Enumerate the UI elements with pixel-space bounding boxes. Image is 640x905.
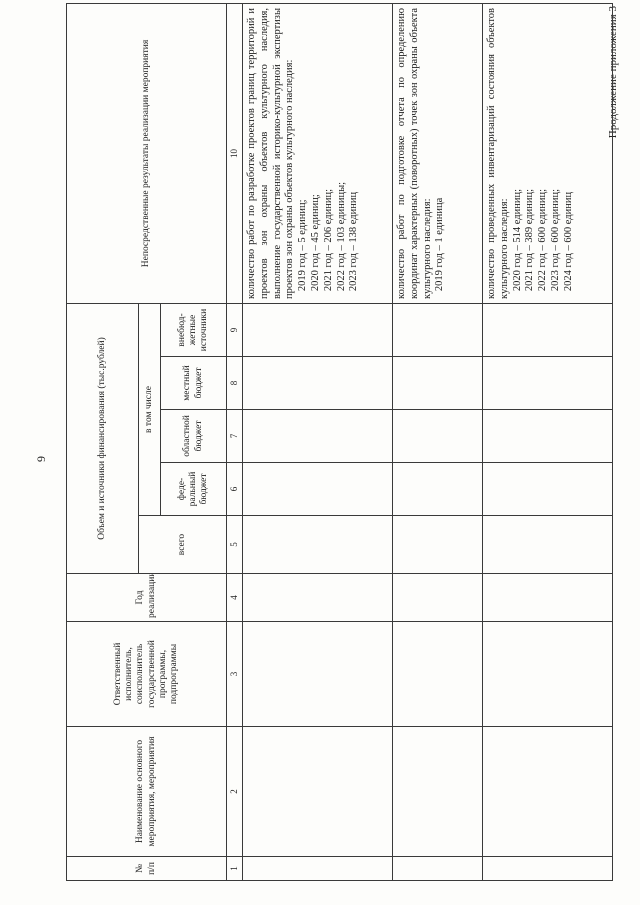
column-number: 7 — [226, 409, 243, 463]
rotated-table-container: № п/п Наименование основного мероприятия… — [66, 3, 613, 881]
page-number: 9 — [34, 456, 48, 462]
column-numbers-row: 1 2 3 4 5 6 7 8 9 10 — [226, 3, 243, 881]
table-header-row-1: № п/п Наименование основного мероприятия… — [66, 3, 227, 881]
cell-local — [242, 356, 393, 410]
col-header-local: местный бюджет — [160, 356, 227, 410]
cell-name — [242, 726, 393, 857]
cell-federal — [242, 462, 393, 516]
cell-executor — [482, 621, 613, 727]
col-header-extrabudget: внебюд- жетные источники — [160, 303, 227, 357]
column-number: 6 — [226, 462, 243, 516]
cell-name — [392, 726, 483, 857]
cell-year — [482, 573, 613, 622]
column-number: 4 — [226, 573, 243, 622]
cell-results: количество работ по разработке проектов … — [242, 3, 393, 304]
column-number: 3 — [226, 621, 243, 727]
cell-total — [392, 515, 483, 574]
column-number: 8 — [226, 356, 243, 410]
cell-total — [482, 515, 613, 574]
col-header-federal: феде- ральный бюджет — [160, 462, 227, 516]
cell-regional — [392, 409, 483, 463]
table-row: количество работ по разработке проектов … — [242, 3, 393, 881]
col-header-financing: Объем и источники финансирования (тыс.ру… — [66, 303, 139, 574]
column-number: 9 — [226, 303, 243, 357]
table-row: количество работ по подготовке отчета по… — [392, 3, 483, 881]
cell-num — [392, 856, 483, 881]
col-header-executor: Ответственный исполнитель, соисполнитель… — [66, 621, 227, 727]
cell-local — [392, 356, 483, 410]
col-header-total: всего — [138, 515, 227, 574]
table-row: количество проведенных инвентаризаций со… — [482, 3, 613, 881]
cell-results: количество работ по подготовке отчета по… — [392, 3, 483, 304]
col-header-name: Наименование основного мероприятия, меро… — [66, 726, 227, 857]
col-header-year: Год реализации — [66, 573, 227, 622]
column-number: 10 — [226, 3, 243, 304]
col-header-results: Непосредственные результаты реализации м… — [66, 3, 227, 304]
cell-executor — [242, 621, 393, 727]
cell-num — [242, 856, 393, 881]
cell-federal — [392, 462, 483, 516]
cell-extrabudget — [482, 303, 613, 357]
cell-name — [482, 726, 613, 857]
column-number: 5 — [226, 515, 243, 574]
cell-total — [242, 515, 393, 574]
column-number: 2 — [226, 726, 243, 857]
cell-num — [482, 856, 613, 881]
cell-extrabudget — [242, 303, 393, 357]
cell-year — [242, 573, 393, 622]
cell-extrabudget — [392, 303, 483, 357]
col-header-num: № п/п — [66, 856, 227, 881]
cell-results: количество проведенных инвентаризаций со… — [482, 3, 613, 304]
column-number: 1 — [226, 856, 243, 881]
cell-executor — [392, 621, 483, 727]
col-header-regional: областной бюджет — [160, 409, 227, 463]
cell-federal — [482, 462, 613, 516]
cell-local — [482, 356, 613, 410]
cell-regional — [482, 409, 613, 463]
cell-regional — [242, 409, 393, 463]
col-header-including: в том числе — [138, 303, 161, 516]
appendix-table: № п/п Наименование основного мероприятия… — [66, 3, 613, 881]
cell-year — [392, 573, 483, 622]
